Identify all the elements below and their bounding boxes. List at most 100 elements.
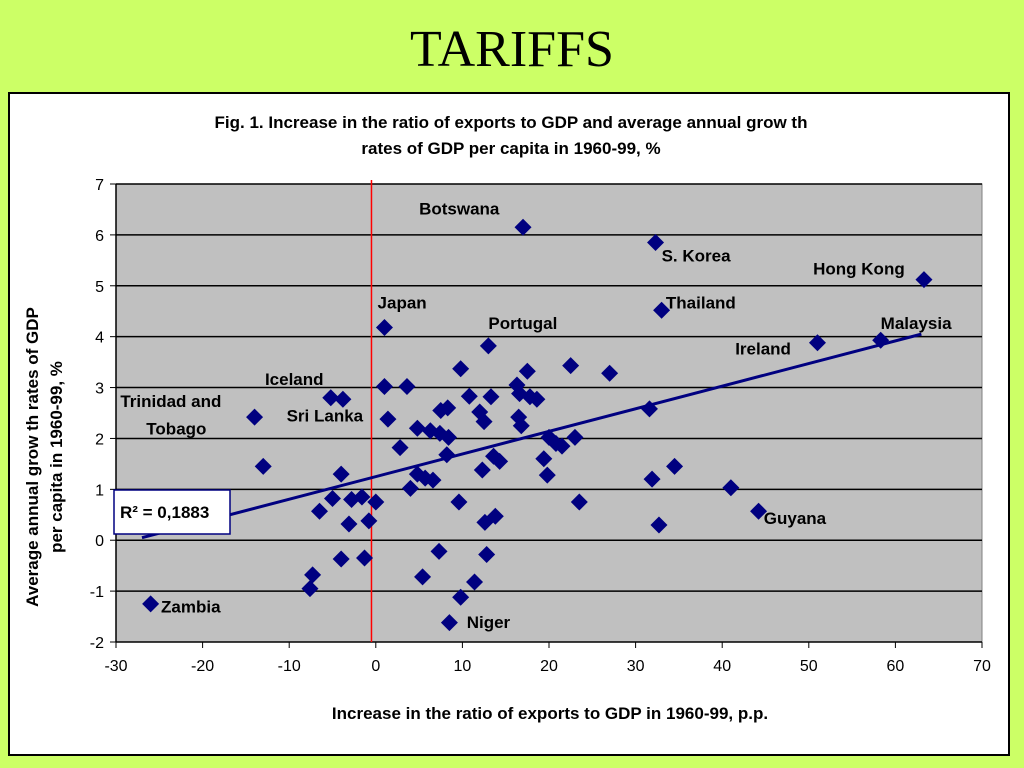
data-point: [528, 390, 546, 408]
data-point: [360, 512, 378, 530]
x-tick-label: 70: [973, 658, 991, 675]
r-squared-label: R² = 0,1883: [120, 503, 209, 522]
data-point: [408, 419, 426, 437]
data-point: [414, 568, 432, 586]
x-tick-label: 20: [540, 658, 558, 675]
data-point: [332, 465, 350, 483]
data-point: [915, 271, 933, 289]
axes: [115, 184, 982, 643]
data-point: [254, 457, 272, 475]
data-point: [535, 450, 553, 468]
data-point: [491, 452, 509, 470]
x-tick-label: -30: [104, 658, 127, 675]
data-point: [375, 378, 393, 396]
data-point: [322, 389, 340, 407]
y-axis-label: Average annual grow th rates of GDP per …: [23, 307, 66, 607]
x-tick-label: 30: [627, 658, 645, 675]
x-tick-labels: -30 -20 -10 0 10 20 30 40 50 60 70: [104, 658, 991, 675]
data-point: [553, 437, 571, 455]
data-point: [438, 446, 456, 464]
data-point: [356, 549, 374, 567]
y-tick-label: 2: [95, 431, 104, 448]
point-label: Iceland: [265, 370, 324, 389]
data-point: [722, 479, 740, 497]
x-tick-label: 0: [371, 658, 380, 675]
x-tick-label: 60: [887, 658, 905, 675]
data-points: [142, 218, 933, 632]
point-label: Guyana: [764, 509, 827, 528]
chart-frame: Fig. 1. Increase in the ratio of exports…: [8, 92, 1010, 756]
data-point: [647, 234, 665, 252]
data-point: [246, 408, 264, 426]
data-point: [479, 337, 497, 355]
data-point: [334, 390, 352, 408]
x-tick-label: -20: [191, 658, 214, 675]
data-point: [808, 334, 826, 352]
chart-title: Fig. 1. Increase in the ratio of exports…: [215, 113, 808, 158]
data-point: [512, 417, 530, 435]
data-point: [640, 400, 658, 418]
y-tick-label: 0: [95, 533, 104, 550]
data-point: [440, 614, 458, 632]
x-tick-label: 40: [713, 658, 731, 675]
r-squared-box: [113, 489, 231, 535]
data-point: [430, 542, 448, 560]
data-point: [643, 470, 661, 488]
x-tick-label: 10: [454, 658, 472, 675]
x-axis-label: Increase in the ratio of exports to GDP …: [332, 704, 768, 723]
data-point: [666, 457, 684, 475]
y-tick-label: 3: [95, 381, 104, 398]
point-label: Portugal: [488, 314, 557, 333]
point-label: Malaysia: [881, 314, 952, 333]
data-point: [486, 507, 504, 525]
grid-lines: [110, 183, 983, 648]
slide-title: TARIFFS: [410, 21, 614, 78]
point-label: Botswana: [419, 200, 500, 219]
point-label: Japan: [378, 294, 427, 313]
point-label: Ireland: [735, 339, 791, 358]
data-point: [401, 479, 419, 497]
point-label: Thailand: [666, 294, 736, 313]
trendline: [141, 332, 922, 540]
data-point: [353, 488, 371, 506]
data-point: [452, 588, 470, 606]
chart-title-line-1: Fig. 1. Increase in the ratio of exports…: [215, 113, 808, 132]
chart-title-line-2: rates of GDP per capita in 1960-99, %: [361, 139, 660, 158]
data-point: [324, 489, 341, 507]
data-point: [340, 515, 358, 533]
data-point: [460, 387, 478, 405]
data-point: [424, 471, 442, 489]
x-tick-label: 50: [800, 658, 818, 675]
data-point: [440, 428, 458, 446]
point-label: Tobago: [146, 419, 206, 438]
data-point: [367, 493, 385, 511]
data-point: [650, 516, 668, 534]
y-tick-label: 1: [95, 482, 104, 499]
data-point: [482, 388, 500, 406]
data-point: [511, 385, 529, 403]
point-label: Hong Kong: [813, 260, 905, 279]
data-point: [452, 360, 470, 378]
data-point: [332, 550, 350, 568]
data-point: [439, 399, 457, 417]
data-point: [570, 493, 588, 511]
point-label: Niger: [467, 613, 511, 632]
data-point: [478, 545, 496, 563]
data-point: [475, 413, 493, 431]
y-tick-label: -2: [90, 635, 104, 652]
data-point: [473, 461, 491, 479]
data-point: [142, 595, 160, 613]
y-tick-label: 7: [95, 177, 104, 194]
y-tick-label: -1: [90, 584, 104, 601]
y-axis-label-line-1: Average annual grow th rates of GDP: [23, 307, 42, 607]
data-point: [562, 357, 580, 375]
data-point: [398, 378, 416, 396]
y-tick-label: 5: [95, 279, 104, 296]
y-tick-labels: -2 -1 0 1 2 3 4 5 6 7: [90, 177, 104, 652]
data-point: [872, 331, 890, 349]
point-label: Zambia: [161, 597, 221, 616]
data-point: [375, 319, 393, 337]
data-point: [466, 573, 484, 591]
plot-area: [115, 183, 983, 643]
point-labels: Botswana S. Korea Hong Kong Thailand Japan Po…: [120, 200, 952, 632]
